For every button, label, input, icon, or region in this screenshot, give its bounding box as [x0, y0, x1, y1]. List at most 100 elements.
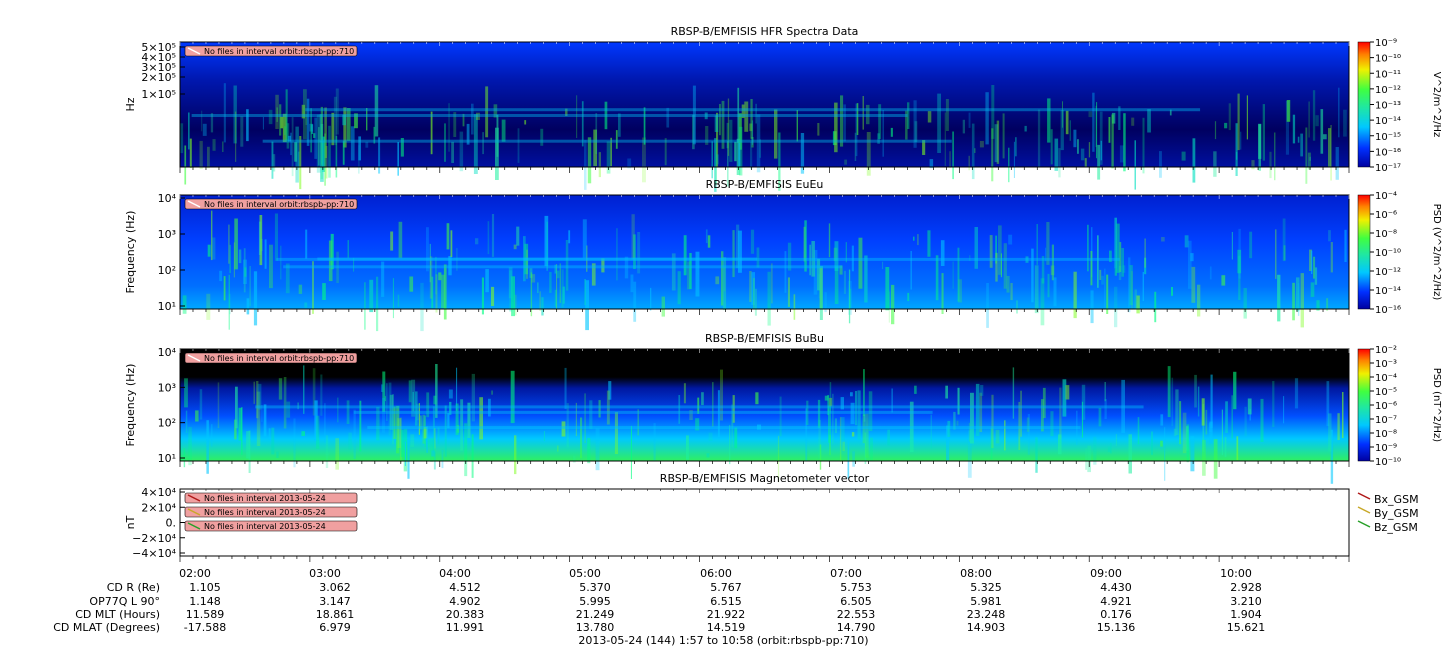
spectral-streak: [1247, 398, 1252, 415]
spectral-streak: [313, 133, 316, 138]
spectral-streak: [717, 390, 720, 437]
spectral-streak: [1065, 110, 1069, 135]
spectral-streak: [303, 365, 305, 414]
spectral-streak: [595, 113, 598, 154]
ephemeris-value: 1.105: [189, 581, 221, 594]
spectral-streak: [851, 432, 855, 437]
spectral-streak: [1020, 390, 1022, 437]
colorbar-tick-label: 10⁻⁷: [1375, 415, 1397, 426]
spectral-streak: [1309, 156, 1311, 161]
spectral-streak: [448, 256, 452, 276]
spectral-streak: [1286, 100, 1291, 122]
spectral-streak: [274, 213, 278, 261]
spectral-streak: [1315, 115, 1319, 127]
spectral-streak: [1087, 445, 1091, 473]
ephemeris-value: 14.903: [966, 621, 1006, 634]
spectral-streak: [863, 369, 865, 416]
spectral-streak: [1097, 235, 1099, 288]
spectral-streak: [1231, 232, 1233, 260]
spectral-streak: [462, 113, 465, 127]
spectral-streak: [1292, 282, 1295, 321]
colorbar-tick-label: 10⁻¹²: [1375, 267, 1401, 278]
spectral-streak: [320, 374, 323, 416]
spectral-streak: [855, 391, 858, 426]
spectral-streak: [268, 109, 273, 125]
spectral-streak: [967, 430, 972, 478]
spectral-streak: [708, 432, 713, 441]
spectral-streak: [576, 95, 578, 138]
spectral-streak: [412, 392, 414, 412]
ephemeris-value: 4.512: [449, 581, 481, 594]
spectral-streak: [285, 263, 290, 294]
spectral-streak: [1258, 124, 1261, 171]
spectral-streak: [467, 402, 471, 438]
spectral-streak: [1090, 251, 1093, 286]
badge-swatch: [187, 508, 201, 516]
spectral-streak: [1080, 148, 1085, 161]
spectral-streak: [275, 94, 279, 129]
spectral-streak: [262, 116, 264, 130]
spectral-streak: [1313, 256, 1316, 279]
spectral-streak: [549, 272, 552, 293]
spectral-streak: [1042, 387, 1046, 419]
spectral-streak: [695, 251, 700, 297]
spectral-streak: [731, 404, 734, 448]
spectral-streak: [456, 425, 460, 433]
spectral-streak: [1224, 122, 1228, 129]
spectral-streak: [261, 405, 263, 422]
spectral-streak: [827, 395, 830, 415]
spectral-streak: [404, 441, 406, 466]
spectral-streak: [1209, 266, 1212, 280]
spectrogram-area: [180, 349, 1349, 461]
spectral-streak: [1214, 121, 1217, 140]
spectral-streak: [1154, 291, 1157, 323]
spectral-streak: [256, 391, 261, 446]
spectral-streak: [784, 251, 787, 293]
spectral-streak: [1027, 414, 1030, 455]
spectral-streak: [540, 128, 544, 146]
spectral-streak: [666, 107, 670, 128]
spectral-streak: [957, 387, 960, 415]
spectral-streak: [991, 394, 994, 449]
spectral-streak: [1134, 289, 1137, 309]
spectral-streak: [750, 229, 755, 254]
spectral-streak: [962, 119, 965, 134]
spectral-streak: [1283, 396, 1285, 424]
spectral-streak: [188, 112, 190, 150]
spectral-streak: [1104, 268, 1106, 310]
spectral-streak: [418, 403, 420, 435]
spectral-streak: [420, 282, 424, 332]
spectral-streak: [501, 119, 506, 142]
spectral-streak: [1109, 250, 1112, 262]
spectral-streak: [1024, 125, 1027, 132]
spectral-streak: [1323, 134, 1327, 140]
spectral-streak: [301, 104, 305, 119]
spectral-streak: [1134, 140, 1136, 190]
spectral-streak: [508, 267, 513, 299]
spectral-streak: [1224, 437, 1227, 458]
spectral-streak: [320, 106, 323, 165]
spectral-streak: [1184, 235, 1189, 248]
spectral-streak: [1008, 147, 1010, 183]
spectral-streak: [556, 264, 558, 311]
spectral-streak: [1197, 386, 1200, 417]
spectral-streak: [235, 386, 238, 429]
spectral-streak: [818, 419, 821, 459]
spectral-streak: [318, 127, 320, 166]
spectral-streak: [852, 451, 855, 467]
x-tick-label: 06:00: [700, 567, 732, 580]
spectral-streak: [917, 234, 919, 246]
spectral-streak: [388, 382, 392, 436]
spectral-streak: [856, 103, 859, 135]
spectral-streak: [400, 138, 404, 157]
spectral-streak: [914, 385, 917, 394]
spectral-streak: [1108, 117, 1111, 143]
y-tick-label: 10¹: [158, 300, 176, 313]
spectral-streak: [333, 96, 337, 146]
spectral-streak: [1118, 106, 1121, 130]
spectral-streak: [207, 244, 211, 257]
spectral-streak: [844, 159, 847, 165]
spectral-streak: [389, 394, 394, 430]
spectral-streak: [312, 368, 316, 416]
spectral-streak: [1233, 371, 1237, 410]
